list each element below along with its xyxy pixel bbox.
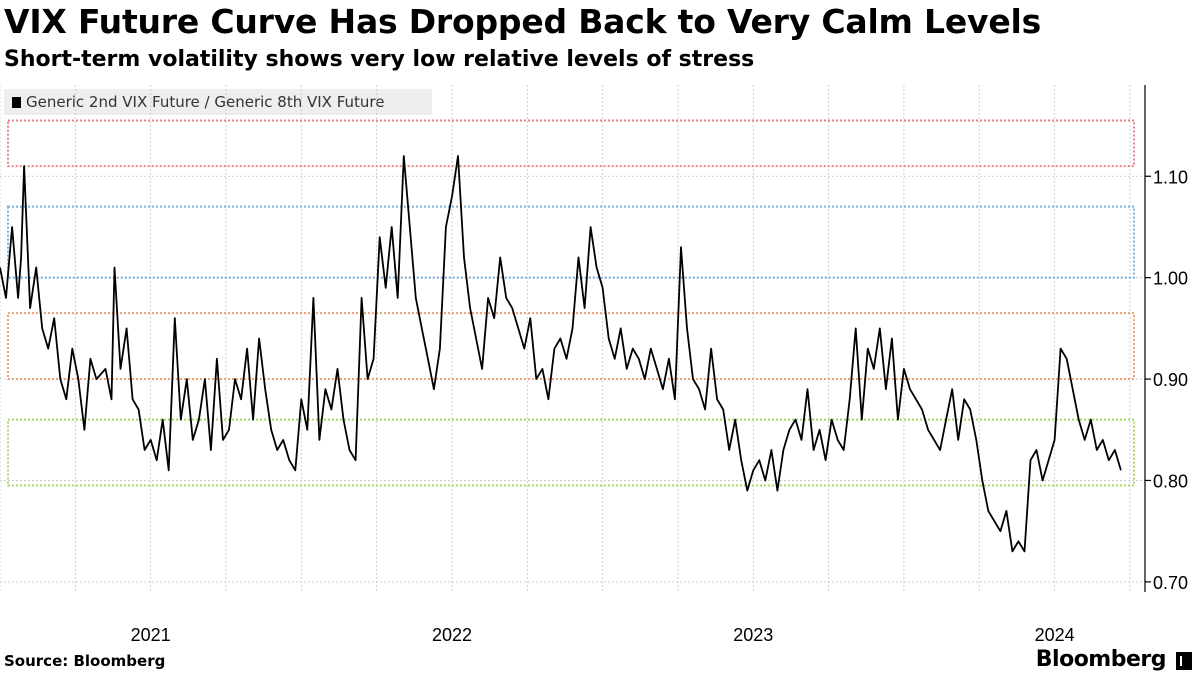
x-tick-label: 2021 (131, 625, 171, 645)
y-tick-label: 1.10 (1153, 167, 1188, 187)
chart-title: VIX Future Curve Has Dropped Back to Ver… (4, 2, 1042, 41)
threshold-band (7, 205, 1135, 279)
x-tick-label: 2022 (432, 625, 472, 645)
threshold-band (7, 418, 1135, 487)
source-note: Source: Bloomberg (4, 652, 166, 670)
legend-label: Generic 2nd VIX Future / Generic 8th VIX… (26, 93, 385, 111)
series-line (0, 155, 1122, 553)
y-tick-label: 0.70 (1153, 573, 1188, 593)
x-tick-label: 2023 (733, 625, 773, 645)
line-chart: 0.70 0.80 0.90 1.00 1.10 2021 2022 2023 2024 (0, 85, 1188, 645)
threshold-band (7, 119, 1135, 168)
legend-swatch (12, 97, 21, 108)
y-tick-label: 1.00 (1153, 269, 1188, 289)
bloomberg-logo: Bloomberg (1035, 647, 1167, 672)
x-tick-label: 2024 (1035, 625, 1075, 645)
chart-subtitle: Short-term volatility shows very low rel… (4, 47, 755, 72)
y-tick-label: 0.80 (1153, 471, 1188, 491)
y-tick-label: 0.90 (1153, 370, 1188, 390)
bloomberg-mark-icon (1176, 652, 1192, 670)
